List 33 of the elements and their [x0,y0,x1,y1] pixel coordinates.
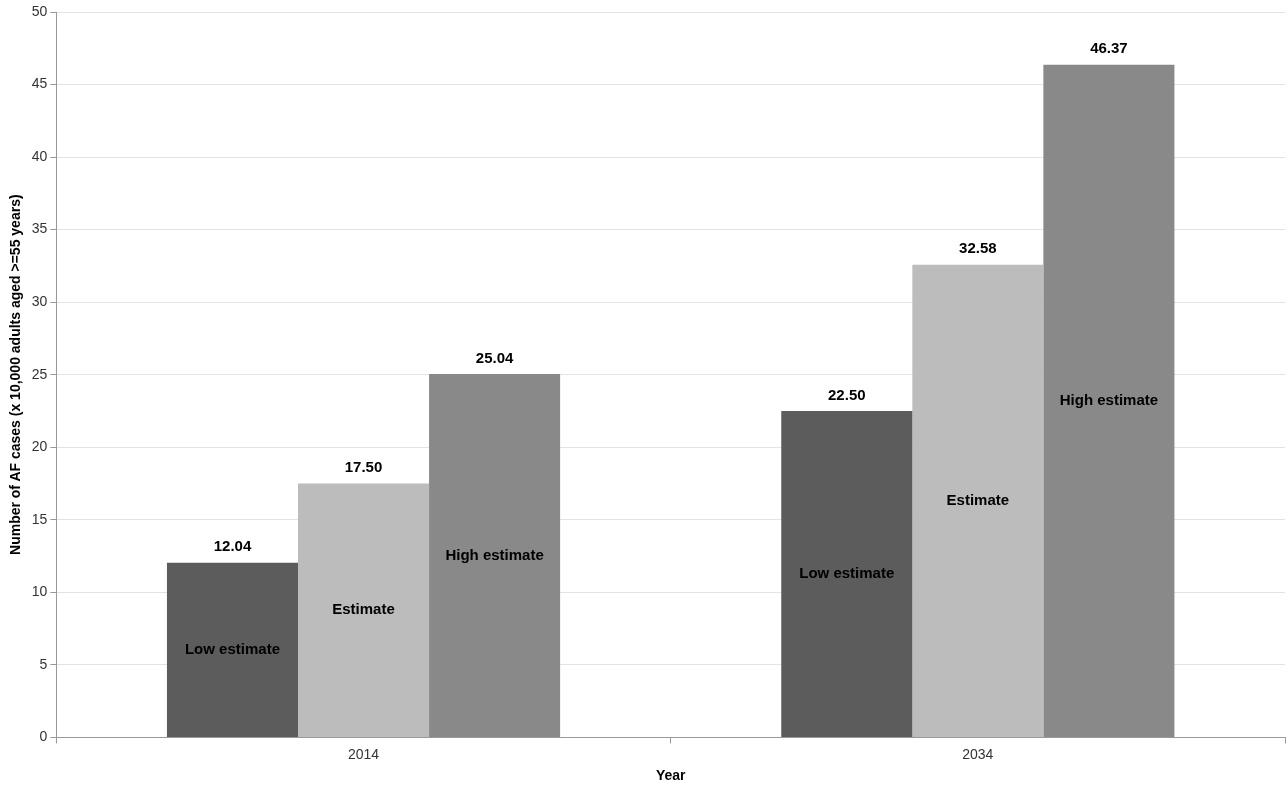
y-tick-label: 45 [31,75,48,92]
y-tick-label: 30 [31,293,48,310]
y-tick-label: 50 [31,2,48,19]
y-tick-label: 40 [31,147,48,164]
data-label: 46.37 [1090,39,1128,57]
y-tick-label: 35 [31,220,48,237]
bar [781,410,913,737]
y-tick-label: 10 [31,583,48,600]
y-tick-label: 5 [39,655,48,672]
data-label: 25.04 [475,348,514,366]
y-tick-label: 25 [31,365,48,382]
x-axis-title: Year [655,767,687,784]
x-tick-label: 2034 [962,745,994,762]
y-axis-title: Number of AF cases (x 10,000 adults aged >=55 years) [7,194,24,555]
text: Low estimate [799,564,895,582]
bar [429,374,561,737]
bar [298,483,430,737]
series-label: Low estimate [184,639,280,657]
y-tick-label: 15 [31,510,48,527]
y-tick-label: 0 [39,728,48,745]
data-label: 17.50 [344,458,383,476]
text: Estimate [332,600,395,618]
series-label: Estimate [946,490,1010,508]
data-label: 22.50 [828,385,866,403]
data-label: 32.58 [959,239,997,257]
bar [1043,64,1175,737]
text: High estimate [1059,390,1159,408]
bar [166,562,298,737]
data-label: 12.04 [213,537,252,555]
y-tick-label: 20 [31,438,48,455]
bar [912,264,1044,737]
series-label: High estimate [445,545,544,563]
x-tick-label: 2014 [347,745,380,762]
